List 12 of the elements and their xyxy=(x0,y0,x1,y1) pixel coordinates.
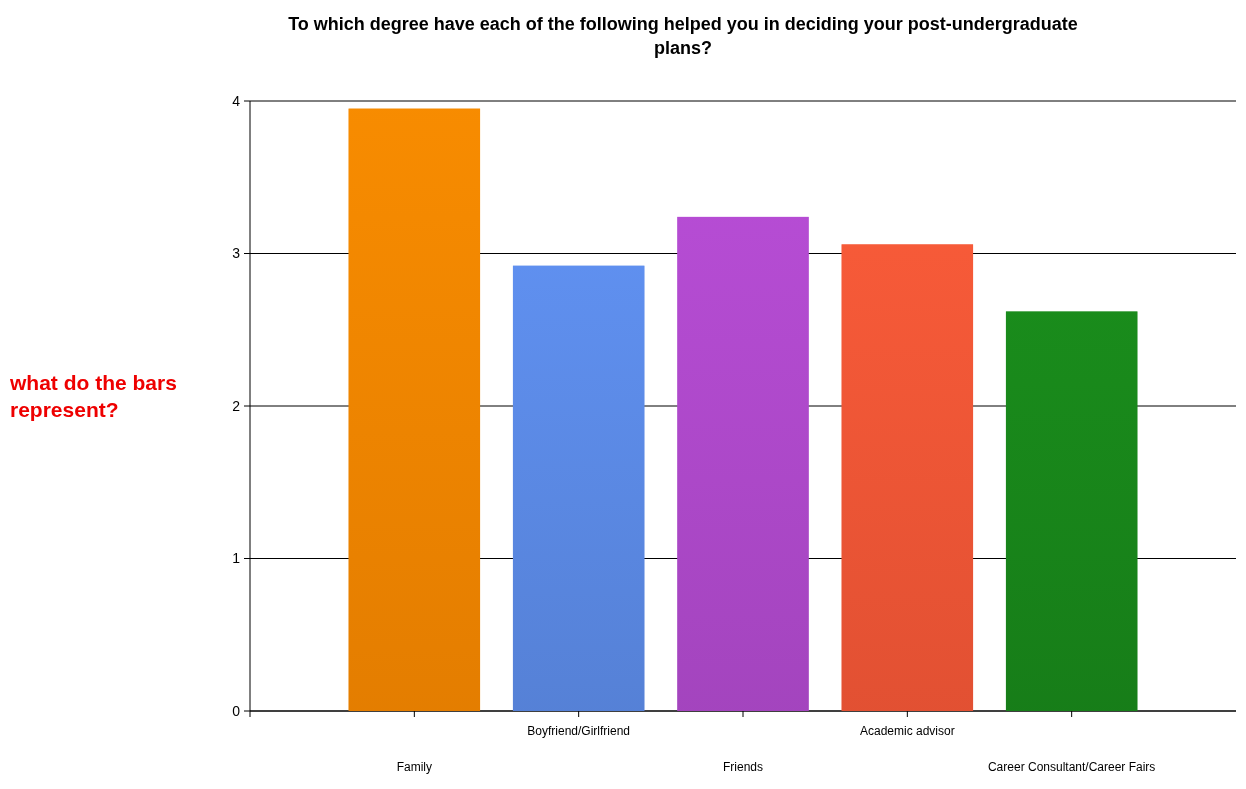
x-tick-label: Boyfriend/Girlfriend xyxy=(527,724,631,738)
y-tick-label: 2 xyxy=(232,397,241,414)
y-tick-label: 3 xyxy=(232,245,241,262)
x-tick-label: Career Consultant/Career Fairs xyxy=(987,760,1156,774)
x-tick-label: Friends xyxy=(722,760,764,774)
x-tick-label: Family xyxy=(396,760,433,774)
y-tick-label: 4 xyxy=(232,92,241,109)
y-tick-label: 1 xyxy=(232,550,241,567)
y-tick-label: 0 xyxy=(232,702,241,719)
chart-title: To which degree have each of the following helped you in deciding your post-undergraduate plans? xyxy=(288,14,1078,58)
text: what do the bars represent? xyxy=(9,371,177,421)
x-tick-label: Academic advisor xyxy=(859,724,955,738)
